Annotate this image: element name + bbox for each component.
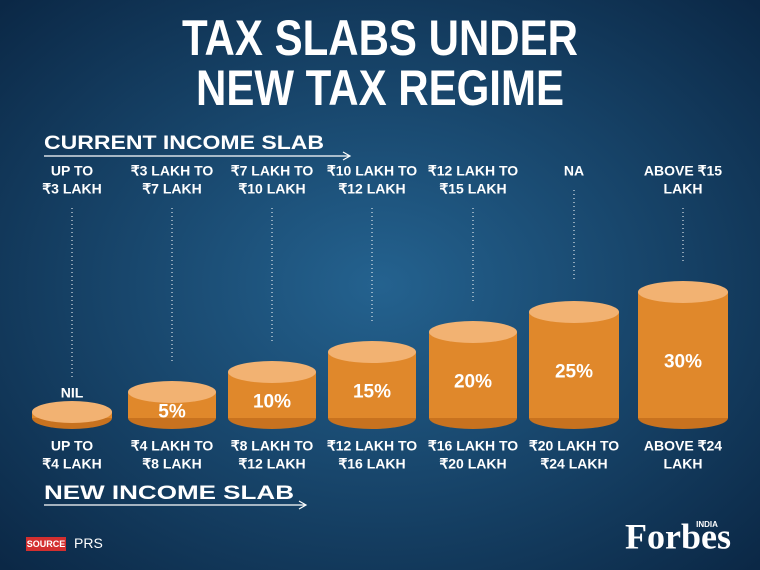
current-slab-label: ₹3 LAKH [42, 181, 101, 197]
rate-label: NIL [61, 385, 84, 401]
rate-label: 20% [454, 372, 492, 393]
new-slab-label: ₹24 LAKH [540, 456, 607, 472]
cylinder-top [32, 401, 112, 423]
new-slab-label: ₹12 LAKH TO [327, 438, 417, 454]
arrow [44, 151, 352, 161]
source: PRS [74, 535, 103, 551]
cylinder-top [128, 381, 216, 403]
rate-label: 25% [555, 362, 593, 383]
cylinder-top [328, 341, 416, 363]
rate-label: 10% [253, 392, 291, 413]
new-slab-label: ₹8 LAKH [142, 456, 201, 472]
new-slab-label: ₹12 LAKH [238, 456, 305, 472]
current-slab-label: ₹12 LAKH [338, 181, 405, 197]
new-slab-label: ₹20 LAKH [439, 456, 506, 472]
current-slab-label: ₹10 LAKH TO [327, 163, 417, 179]
cylinder-top [228, 361, 316, 383]
new-slab-label: LAKH [664, 456, 703, 472]
current-slab-label: ₹15 LAKH [439, 181, 506, 197]
cylinder-top [638, 281, 728, 303]
new-heading: NEW INCOME SLAB [44, 483, 294, 504]
current-slab-label: ₹10 LAKH [238, 181, 305, 197]
new-slab-label: ₹4 LAKH TO [131, 438, 214, 454]
brand-region: INDIA [696, 520, 718, 529]
cylinder-body [638, 292, 728, 418]
arrow [44, 500, 308, 510]
new-slab-label: ₹16 LAKH TO [428, 438, 518, 454]
current-heading: CURRENT INCOME SLAB [44, 133, 324, 154]
current-slab-label: ABOVE ₹15 [644, 163, 722, 179]
new-slab-label: ₹16 LAKH [338, 456, 405, 472]
cylinder-top [529, 301, 619, 323]
cylinder-body [429, 332, 517, 418]
current-slab-label: ₹3 LAKH TO [131, 163, 214, 179]
new-slab-label: ₹8 LAKH TO [231, 438, 314, 454]
rate-label: 5% [158, 402, 186, 423]
brand: Forbes [625, 516, 731, 556]
new-slab-label: ₹4 LAKH [42, 456, 101, 472]
current-slab-label: UP TO [51, 163, 93, 179]
new-slab-label: ABOVE ₹24 [644, 438, 722, 454]
new-slab-label: ₹20 LAKH TO [529, 438, 619, 454]
current-slab-label: NA [564, 163, 584, 179]
rate-label: 15% [353, 382, 391, 403]
title-line: NEW TAX REGIME [196, 60, 564, 116]
rate-label: 30% [664, 352, 702, 373]
source-label: SOURCE [27, 539, 66, 549]
current-slab-label: ₹12 LAKH TO [428, 163, 518, 179]
source-badge [26, 537, 66, 551]
cylinder-body [529, 312, 619, 418]
title-line: TAX SLABS UNDER [182, 10, 578, 66]
current-slab-label: ₹7 LAKH [142, 181, 201, 197]
current-slab-label: ₹7 LAKH TO [231, 163, 314, 179]
cylinder-top [429, 321, 517, 343]
new-slab-label: UP TO [51, 438, 93, 454]
current-slab-label: LAKH [664, 181, 703, 197]
